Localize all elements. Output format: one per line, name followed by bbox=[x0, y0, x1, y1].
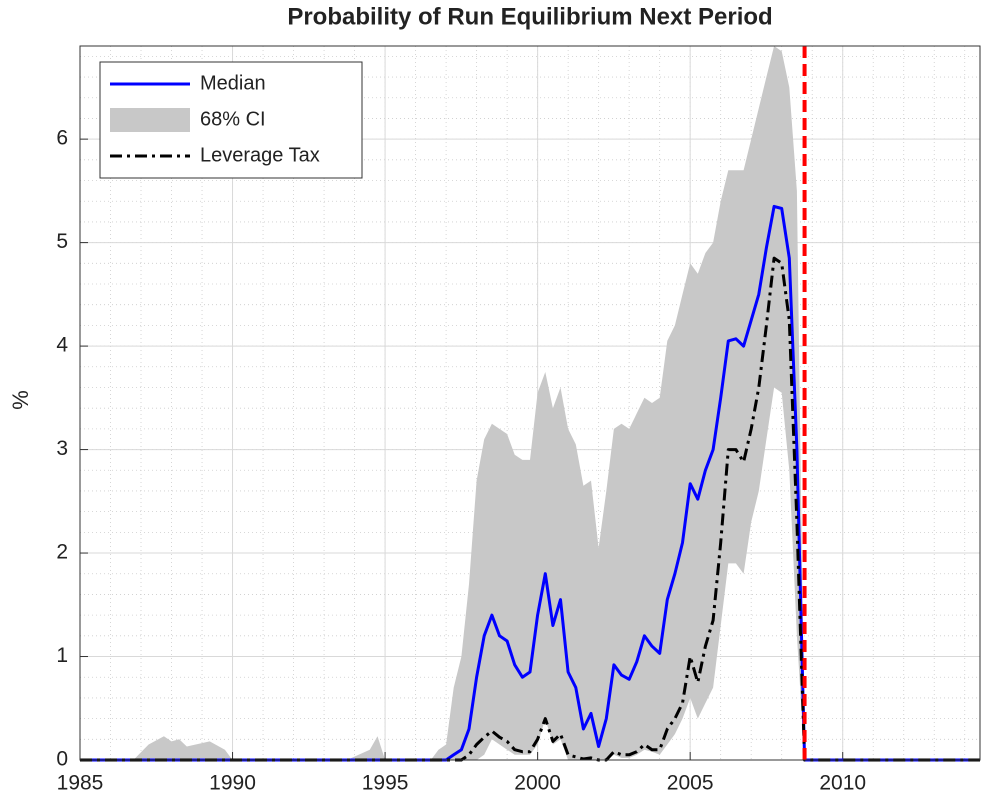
legend: Median 68% CI Leverage Tax bbox=[99, 61, 363, 179]
legend-label: Leverage Tax bbox=[200, 144, 320, 166]
chart-title: Probability of Run Equilibrium Next Peri… bbox=[287, 3, 772, 30]
y-axis-label: % bbox=[8, 390, 33, 410]
legend-label: Median bbox=[200, 72, 266, 94]
x-tick-label: 1995 bbox=[362, 772, 409, 795]
y-tick-label: 0 bbox=[56, 748, 68, 771]
x-tick-label: 2010 bbox=[819, 772, 866, 795]
ci-band bbox=[80, 46, 980, 760]
x-tick-label: 1990 bbox=[209, 772, 256, 795]
y-tick-label: 2 bbox=[56, 541, 68, 564]
y-tick-label: 6 bbox=[56, 127, 68, 150]
legend-swatch bbox=[110, 108, 190, 132]
x-tick-label: 1985 bbox=[57, 772, 104, 795]
y-tick-label: 4 bbox=[56, 334, 68, 357]
y-tick-label: 5 bbox=[56, 230, 68, 253]
legend-label: 68% CI bbox=[200, 108, 266, 130]
y-tick-label: 1 bbox=[56, 644, 68, 667]
x-tick-label: 2000 bbox=[514, 772, 561, 795]
plot-border bbox=[79, 45, 981, 761]
y-tick-label: 3 bbox=[56, 437, 68, 460]
x-tick-label: 2005 bbox=[667, 772, 714, 795]
